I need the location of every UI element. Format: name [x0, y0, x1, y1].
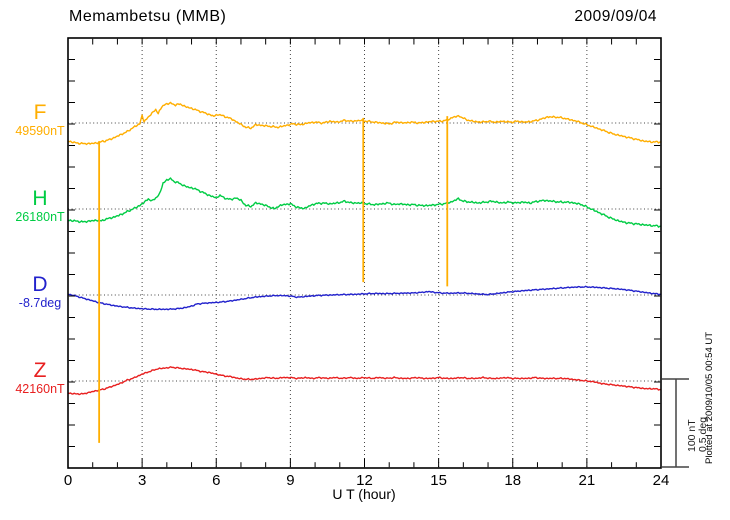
trace-Z [67, 366, 661, 396]
x-tick-label: 24 [653, 472, 670, 489]
x-tick-label: 3 [138, 472, 146, 489]
observation-date: 2009/09/04 [574, 8, 657, 25]
x-tick-label: 9 [286, 472, 294, 489]
x-tick-label: 12 [356, 472, 373, 489]
observatory-title: Memambetsu (MMB) [69, 8, 227, 25]
component-label-z: Z [33, 359, 47, 382]
component-label-d: D [32, 273, 48, 296]
x-tick-label: 18 [504, 472, 521, 489]
x-tick-label: 21 [579, 472, 596, 489]
trace-D [67, 285, 661, 311]
x-tick-label: 15 [430, 472, 447, 489]
baseline-value-d: -8.7deg [18, 296, 62, 310]
component-label-f: F [33, 101, 47, 124]
component-label-h: H [32, 187, 48, 210]
baseline-value-z: 42160nT [15, 382, 65, 396]
plot-frame [67, 37, 662, 469]
baseline-value-h: 26180nT [15, 210, 65, 224]
x-tick-label: 0 [64, 472, 72, 489]
plotted-timestamp-note: Plotted at 2009/10/05 00:54 UT [704, 331, 715, 464]
baseline-value-f: 49590nT [15, 124, 65, 138]
x-tick-label: 6 [212, 472, 220, 489]
x-axis-label: U T (hour) [332, 486, 396, 502]
